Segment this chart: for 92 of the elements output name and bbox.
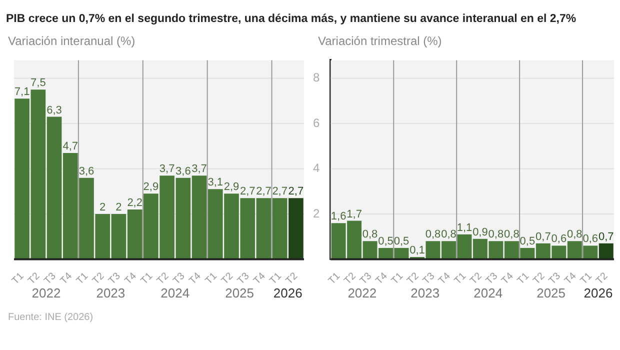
data-label: 1,1 (456, 222, 472, 234)
x-tick-label: T3 (358, 270, 374, 287)
text: 2024 (160, 285, 190, 300)
x-tick-label: T4 (436, 270, 454, 287)
y-tick-label: 6 (312, 116, 320, 130)
data-label: 0,8 (567, 228, 582, 241)
data-label: 0,6 (551, 233, 567, 246)
data-label: 0,5 (520, 235, 536, 248)
source-note: Fuente: INE (2026) (8, 312, 94, 323)
bar (288, 198, 304, 260)
x-tick-label: T1 (452, 270, 469, 287)
text: 2025 (225, 285, 254, 300)
x-tick-label: T1 (268, 270, 284, 287)
text: 2022 (32, 285, 61, 300)
data-label: 3,7 (192, 163, 207, 176)
data-label: 2,7 (272, 186, 288, 198)
data-label: 0,9 (472, 226, 488, 238)
data-label: 0,7 (598, 230, 614, 243)
x-tick-label: T4 (500, 270, 516, 287)
x-tick-label: T3 (106, 270, 124, 287)
data-label: 3,6 (78, 165, 94, 178)
data-label: 3,1 (208, 176, 224, 189)
x-tick-label: T1 (390, 270, 406, 287)
y-tick-label: 2 (312, 206, 320, 220)
x-tick-label: T2 (342, 270, 359, 287)
data-label: 2 (116, 202, 122, 214)
text: 2025 (536, 285, 566, 300)
data-label: 0,1 (410, 244, 425, 257)
data-label: 0,8 (362, 228, 378, 241)
x-tick-label: T4 (122, 270, 140, 287)
data-label: 0,8 (504, 228, 520, 241)
data-label: 0,6 (582, 233, 598, 246)
data-label: 0,8 (488, 228, 504, 241)
data-label: 0,5 (394, 235, 410, 248)
data-label: 2,7 (256, 186, 272, 198)
y-axis-title: Variación trimestral (%) (318, 34, 443, 50)
text: 2023 (410, 285, 440, 300)
data-label: 2,9 (224, 181, 240, 194)
x-tick-label: T4 (252, 270, 268, 287)
x-tick-label: T2 (531, 270, 548, 287)
x-tick-label: T2 (90, 270, 107, 287)
x-tick-label: T1 (515, 270, 532, 287)
data-label: 2,9 (143, 181, 159, 194)
data-label: 1,6 (330, 210, 346, 223)
x-tick-label: T1 (10, 270, 26, 287)
text: 2022 (348, 285, 377, 300)
text: 2024 (474, 285, 503, 300)
x-tick-label: T2 (405, 270, 422, 287)
x-tick-label: T2 (26, 270, 43, 287)
data-label: 2,2 (127, 197, 142, 210)
data-label: 6,3 (46, 104, 62, 116)
y-tick-label: 4 (312, 161, 320, 176)
chart-title: PIB crece un 0,7% en el segundo trimestre, una décima más, y mantiene su avance interanual en el 2,7% (6, 12, 578, 26)
y-tick-label: 8 (312, 70, 320, 85)
data-label: 7,5 (30, 77, 46, 90)
data-label: 3,6 (176, 165, 191, 178)
x-tick-label: T1 (578, 270, 595, 287)
x-tick-label: T1 (138, 270, 156, 287)
x-tick-label: T3 (484, 270, 500, 287)
data-label: 1,7 (346, 208, 362, 220)
data-label: 2,7 (288, 186, 304, 198)
x-tick-label: T3 (236, 270, 252, 287)
data-label: 0,5 (378, 235, 394, 248)
x-tick-label: T2 (594, 270, 611, 287)
x-tick-label: T2 (155, 270, 172, 287)
text: 2026 (273, 285, 302, 300)
data-label: 3,7 (159, 163, 175, 176)
x-tick-label: T1 (203, 270, 220, 287)
x-tick-label: T2 (468, 270, 485, 287)
data-label: 0,8 (425, 228, 441, 241)
data-label: 0,7 (536, 230, 551, 243)
text: 2023 (96, 285, 126, 300)
x-tick-label: T1 (326, 270, 343, 287)
bar (598, 243, 614, 260)
x-tick-label: T3 (546, 270, 564, 287)
x-tick-label: T4 (58, 270, 75, 287)
x-tick-label: T4 (374, 270, 390, 287)
x-tick-label: T1 (74, 270, 91, 287)
x-tick-label: T4 (562, 270, 580, 287)
data-label: 2 (100, 202, 106, 214)
x-tick-label: T2 (220, 270, 236, 287)
data-label: 2,7 (240, 186, 256, 198)
data-label: 0,8 (441, 228, 456, 241)
x-tick-label: T3 (421, 270, 438, 287)
y-axis-title: Variación interanual (%) (8, 34, 136, 50)
data-label: 7,1 (14, 86, 30, 98)
x-tick-label: T4 (187, 270, 204, 287)
data-label: 4,7 (62, 140, 78, 152)
x-tick-label: T3 (171, 270, 188, 287)
x-tick-label: T3 (42, 270, 59, 287)
x-tick-label: T2 (284, 270, 300, 287)
text: 2026 (584, 285, 613, 300)
